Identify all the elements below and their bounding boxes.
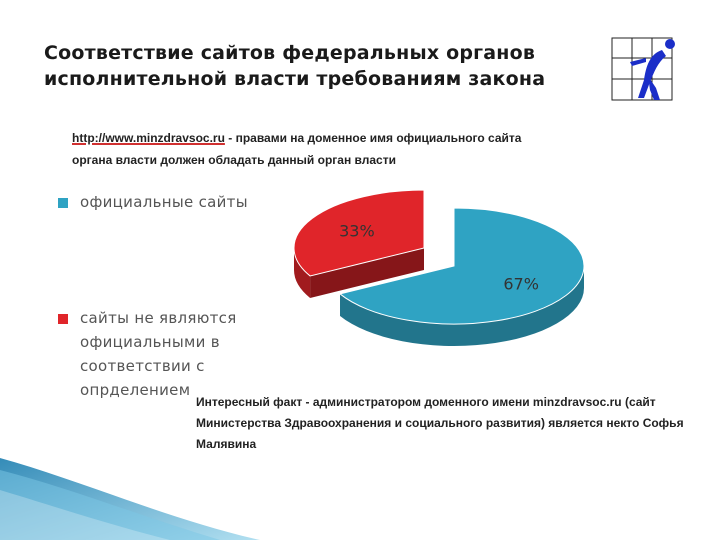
pie-slice-1 [293, 189, 425, 277]
pie-side-0 [340, 266, 584, 346]
pie-label-1: 33% [339, 221, 375, 240]
interesting-fact: Интересный факт - администратором доменн… [196, 395, 684, 451]
site-url: http://www.minzdravsoc.ru [72, 131, 225, 145]
legend-label-official: официальные сайты [80, 193, 248, 211]
url-note: http://www.minzdravsoc.ru - правами на д… [72, 127, 602, 171]
pie-slice-0 [338, 207, 585, 325]
legend-swatch-unofficial [58, 314, 68, 324]
slide-title: Соответствие сайтов федеральных органов … [44, 40, 614, 92]
corner-decoration [0, 458, 260, 540]
pie-chart: 67% 33% [293, 189, 585, 346]
url-note-text-1: - правами на доменное имя официального с… [224, 131, 522, 145]
pie-cut-1-0 [310, 248, 424, 298]
url-note-text-2: органа власти должен обладать данный орг… [72, 153, 396, 167]
legend-swatch-official [58, 198, 68, 208]
slide-title-line-2: исполнительной власти требованиям закона [44, 68, 546, 90]
pie-side-1 [294, 248, 311, 298]
slide-title-line-1: Соответствие сайтов федеральных органов [44, 42, 536, 64]
legend-label-unofficial: сайты не являются официальными в соответ… [80, 309, 237, 399]
pie-label-0: 67% [503, 275, 539, 294]
runner-logo-icon [611, 37, 675, 101]
